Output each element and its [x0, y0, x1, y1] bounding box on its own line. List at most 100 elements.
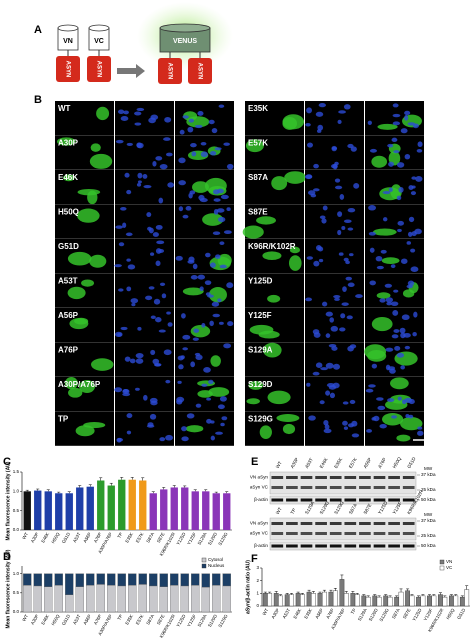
nucleus: [407, 122, 416, 126]
cell-gfp: [382, 412, 404, 426]
nucleus: [137, 180, 142, 184]
nucleus: [146, 212, 152, 218]
nucleus: [355, 294, 363, 299]
bar: [267, 593, 273, 607]
mw-label: 37 kDa: [421, 518, 436, 523]
bar-segment: [212, 573, 221, 586]
bar-segment: [180, 573, 189, 587]
bar-segment: [159, 573, 168, 587]
bar: [139, 480, 147, 530]
cell-gfp: [90, 143, 101, 152]
bar-segment: [54, 585, 63, 613]
band: [315, 498, 327, 502]
bar: [405, 590, 410, 607]
nucleus: [117, 109, 125, 115]
nucleus: [400, 332, 406, 339]
nucleus: [337, 229, 342, 236]
nucleus: [382, 217, 388, 222]
bar: [459, 596, 465, 607]
nucleus: [406, 241, 411, 245]
nucleus: [200, 151, 208, 158]
bar: [223, 493, 231, 530]
band: [329, 544, 342, 548]
nucleus: [407, 280, 415, 287]
band: [329, 532, 342, 535]
nucleus: [379, 298, 386, 303]
panel-label: F: [251, 553, 258, 565]
x-tick-label: S129A: [197, 532, 208, 546]
nucleus: [388, 161, 394, 167]
nucleus: [143, 184, 152, 189]
nucleus: [165, 434, 173, 441]
bar-segment: [201, 573, 210, 588]
cell-gfp: [91, 358, 114, 371]
lane-label: TP: [289, 508, 296, 516]
x-tick-label: WT: [21, 613, 29, 622]
nucleus: [115, 225, 123, 229]
nucleus: [175, 255, 183, 261]
x-tick-label: Y125F: [186, 613, 197, 627]
nucleus: [188, 118, 195, 123]
nucleus: [120, 206, 127, 211]
nucleus: [318, 103, 326, 108]
band: [388, 476, 400, 479]
nucleus: [192, 337, 199, 341]
blot: [269, 495, 417, 505]
bar: [464, 589, 470, 607]
nucleus: [367, 120, 372, 125]
asyn-label: ASYN: [64, 61, 70, 78]
nucleus: [346, 315, 353, 320]
lane-label: S129G: [333, 500, 345, 515]
nucleus: [404, 154, 411, 160]
x-tick-label: A56P: [82, 614, 92, 626]
band: [402, 476, 415, 479]
cell-gfp: [67, 286, 86, 300]
nucleus: [182, 347, 188, 351]
nucleus: [206, 397, 212, 401]
bar: [289, 594, 294, 607]
lane-label: S129D: [319, 500, 331, 515]
nucleus: [338, 252, 344, 256]
row-label: VN aSyn: [250, 521, 269, 526]
nucleus: [178, 157, 186, 164]
bar: [332, 590, 338, 607]
nucleus: [197, 274, 206, 280]
panel-label: E: [251, 456, 258, 468]
x-tick-label: G51D: [456, 607, 467, 620]
bar-segment: [44, 573, 53, 587]
legend-swatch: [201, 563, 207, 569]
lane-label: S129A: [304, 500, 316, 515]
nucleus: [181, 426, 187, 432]
band: [373, 498, 386, 502]
bar: [409, 595, 415, 607]
cell-gfp: [68, 387, 83, 398]
mutant-label: A30P/A76P: [58, 380, 101, 389]
nucleus: [417, 430, 424, 436]
lane-label: E35K: [333, 456, 343, 469]
nucleus: [337, 211, 343, 218]
bar-segment: [170, 585, 179, 613]
nucleus: [404, 345, 411, 350]
mutant-label: A30P: [58, 139, 79, 148]
nucleus: [164, 116, 172, 123]
x-tick-label: A53T: [72, 531, 82, 543]
asyn-label: ASYN: [196, 63, 202, 80]
cell-gfp: [63, 174, 75, 182]
nucleus: [413, 311, 418, 318]
x-tick-label: Y125D: [175, 531, 187, 546]
nucleus: [345, 276, 352, 281]
bar: [311, 593, 316, 607]
x-tick-label: G51D: [61, 613, 72, 626]
nucleus: [158, 249, 165, 253]
x-tick-label: E57K: [135, 614, 145, 626]
nucleus: [226, 207, 231, 211]
nucleus: [163, 137, 171, 141]
nucleus: [366, 429, 373, 433]
mutant-label: S129A: [248, 346, 273, 355]
nucleus: [310, 193, 317, 198]
cell-gfp: [267, 294, 281, 303]
nucleus: [339, 327, 346, 332]
band: [344, 486, 357, 489]
nucleus: [313, 260, 320, 267]
